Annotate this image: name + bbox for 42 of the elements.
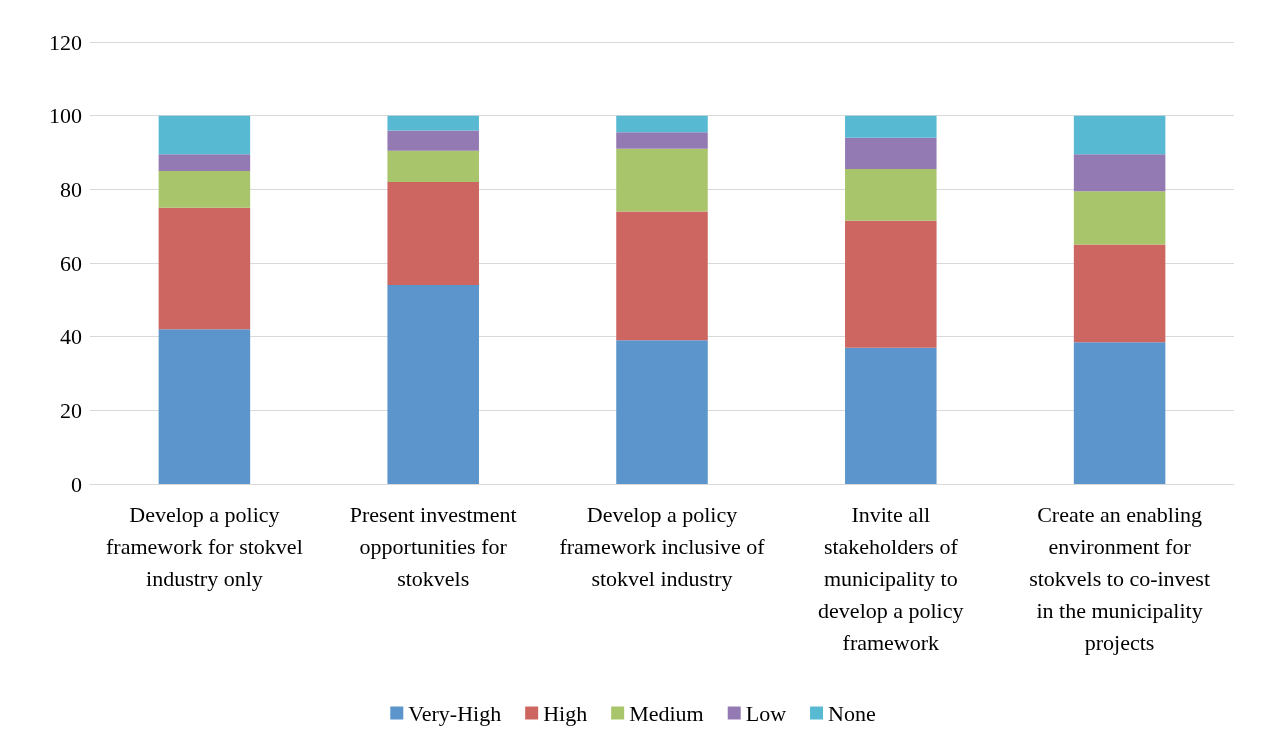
bar	[1073, 244, 1166, 343]
bar	[387, 150, 479, 182]
bar	[845, 220, 937, 348]
y-tick-label: 60	[60, 250, 82, 276]
y-tick-label: 0	[71, 471, 82, 497]
y-tick-label: 100	[49, 103, 82, 129]
legend-label: Low	[745, 700, 787, 726]
legend-label: Very-High	[408, 700, 502, 726]
bar	[387, 285, 479, 484]
bar	[1073, 115, 1166, 155]
bar	[616, 211, 708, 341]
bar	[845, 115, 937, 138]
bar	[158, 170, 251, 208]
bar	[387, 130, 479, 151]
y-tick-label: 40	[60, 324, 82, 350]
bar	[616, 340, 708, 484]
x-tick-label: Develop a policy framework for stokvel industry only	[106, 501, 303, 591]
y-tick-label: 20	[60, 397, 82, 423]
bar	[158, 115, 251, 155]
bar	[616, 132, 708, 149]
x-tick-label: Develop a policy framework inclusive of stokvel industry	[559, 501, 766, 591]
legend-label: None	[828, 700, 876, 726]
bar	[616, 148, 708, 212]
bar	[158, 207, 251, 330]
legend-label: Medium	[629, 700, 704, 726]
legend-label: High	[543, 700, 588, 726]
x-tick-label: Create an enabling environment for stokvels to co-invest in the municipality projects	[1029, 501, 1211, 655]
bar	[1073, 154, 1166, 192]
bar	[616, 115, 708, 133]
y-tick-label: 120	[49, 29, 82, 55]
bar	[845, 169, 937, 221]
bar	[1073, 342, 1166, 484]
bar	[845, 137, 937, 170]
bar	[387, 115, 479, 131]
x-tick-label: Present investment opportunities for stokvels	[349, 501, 517, 591]
bar	[1073, 191, 1166, 245]
y-tick-label: 80	[60, 176, 82, 202]
bar	[158, 154, 251, 171]
x-tick-label: Invite all stakeholders of municipality to develop a policy framework	[818, 501, 964, 655]
bar	[158, 329, 251, 484]
bar	[387, 181, 479, 286]
bar	[845, 347, 937, 484]
